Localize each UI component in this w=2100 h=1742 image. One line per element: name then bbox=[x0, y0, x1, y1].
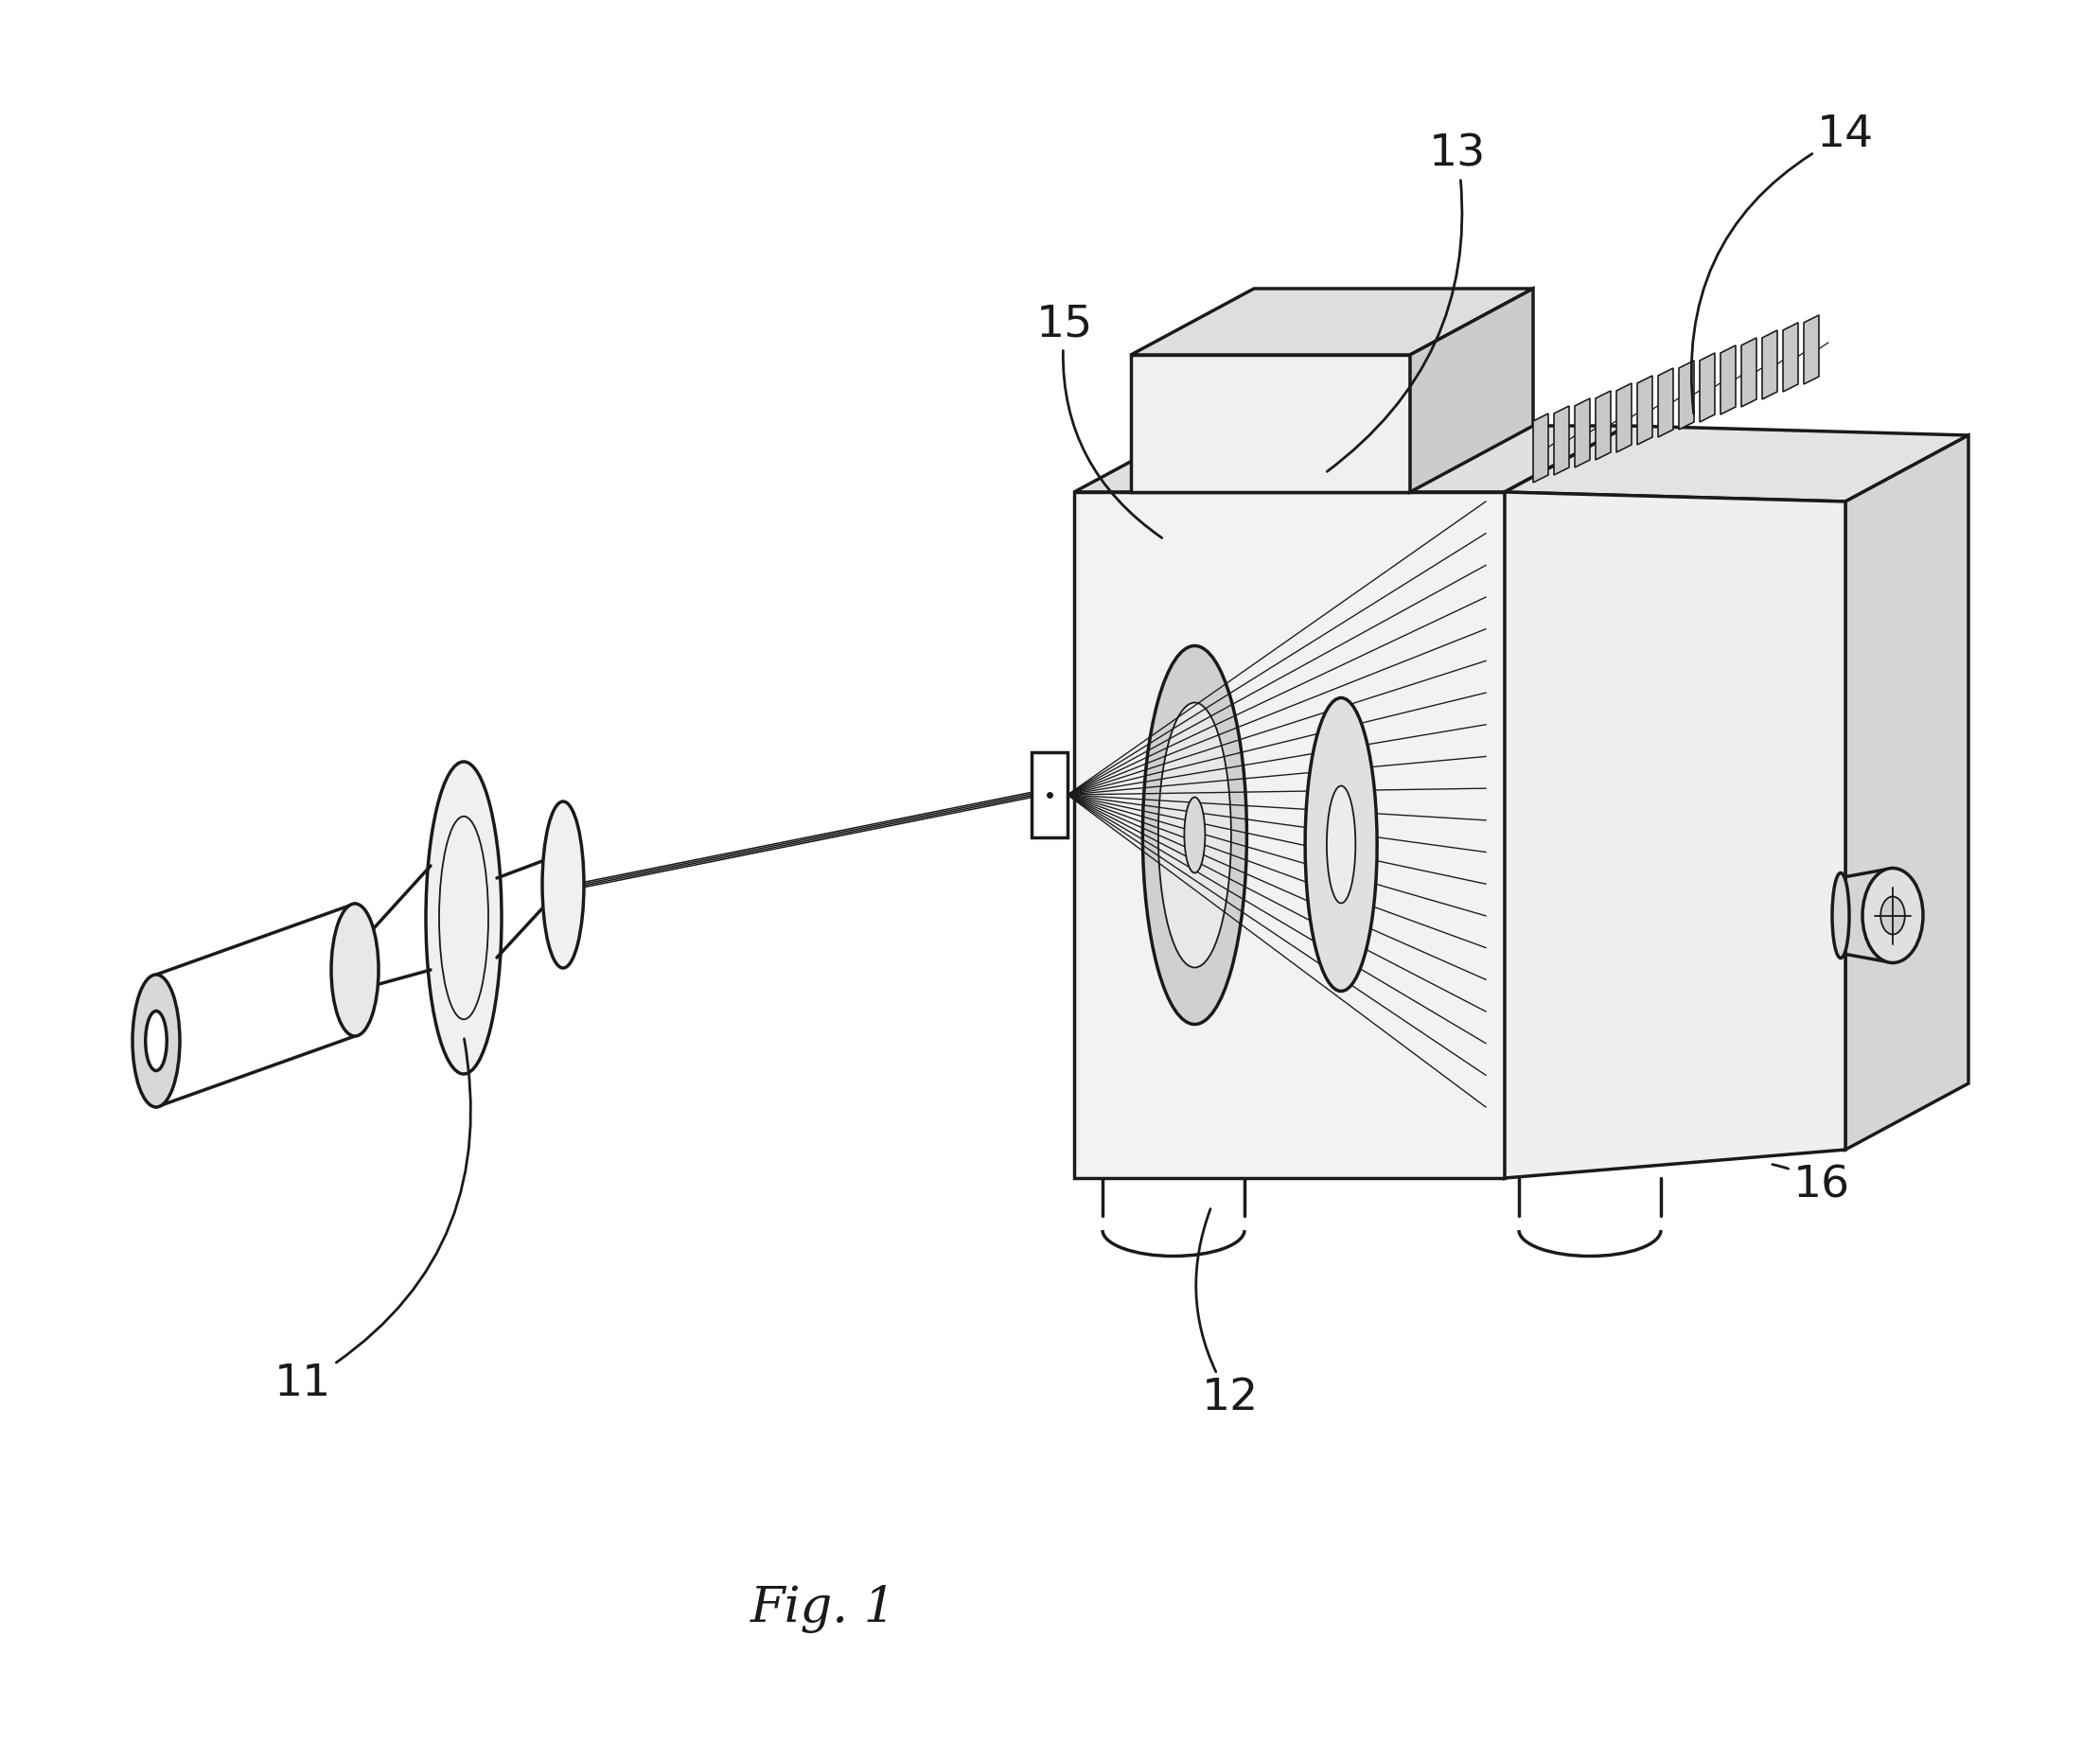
Polygon shape bbox=[1073, 425, 1628, 491]
Polygon shape bbox=[1554, 406, 1569, 476]
Text: 11: 11 bbox=[275, 1038, 470, 1406]
Polygon shape bbox=[1031, 753, 1067, 838]
Polygon shape bbox=[1783, 322, 1798, 392]
Polygon shape bbox=[1533, 413, 1548, 483]
Polygon shape bbox=[1741, 338, 1756, 408]
Ellipse shape bbox=[1831, 873, 1850, 958]
Ellipse shape bbox=[542, 801, 584, 969]
Text: 14: 14 bbox=[1690, 113, 1873, 415]
Polygon shape bbox=[1699, 354, 1716, 422]
Polygon shape bbox=[1762, 331, 1777, 399]
Text: 16: 16 bbox=[1772, 1164, 1850, 1207]
Ellipse shape bbox=[132, 974, 181, 1108]
Polygon shape bbox=[1132, 289, 1533, 355]
Polygon shape bbox=[1596, 390, 1611, 460]
Text: 12: 12 bbox=[1197, 1209, 1258, 1420]
Text: 13: 13 bbox=[1327, 132, 1487, 472]
Polygon shape bbox=[1678, 361, 1695, 430]
Polygon shape bbox=[1409, 289, 1533, 491]
Ellipse shape bbox=[145, 1010, 166, 1071]
Polygon shape bbox=[1132, 355, 1409, 491]
Ellipse shape bbox=[1304, 699, 1378, 991]
Polygon shape bbox=[1804, 315, 1819, 385]
Ellipse shape bbox=[426, 761, 502, 1075]
Polygon shape bbox=[1720, 345, 1735, 415]
Polygon shape bbox=[1073, 491, 1506, 1178]
Ellipse shape bbox=[332, 904, 378, 1036]
Text: 15: 15 bbox=[1035, 303, 1161, 538]
Ellipse shape bbox=[1184, 798, 1205, 873]
Polygon shape bbox=[1506, 491, 1846, 1178]
Ellipse shape bbox=[439, 817, 489, 1019]
Ellipse shape bbox=[1159, 702, 1231, 967]
Polygon shape bbox=[1506, 425, 1628, 1178]
Ellipse shape bbox=[1142, 646, 1247, 1024]
Polygon shape bbox=[1506, 425, 1968, 502]
Text: Fig. 1: Fig. 1 bbox=[750, 1585, 897, 1632]
Polygon shape bbox=[1846, 436, 1968, 1150]
Ellipse shape bbox=[1882, 897, 1905, 934]
Ellipse shape bbox=[1863, 868, 1924, 963]
Polygon shape bbox=[1659, 368, 1674, 437]
Ellipse shape bbox=[1327, 786, 1354, 902]
Polygon shape bbox=[1638, 376, 1653, 444]
Polygon shape bbox=[1575, 399, 1590, 467]
Polygon shape bbox=[1617, 383, 1632, 453]
